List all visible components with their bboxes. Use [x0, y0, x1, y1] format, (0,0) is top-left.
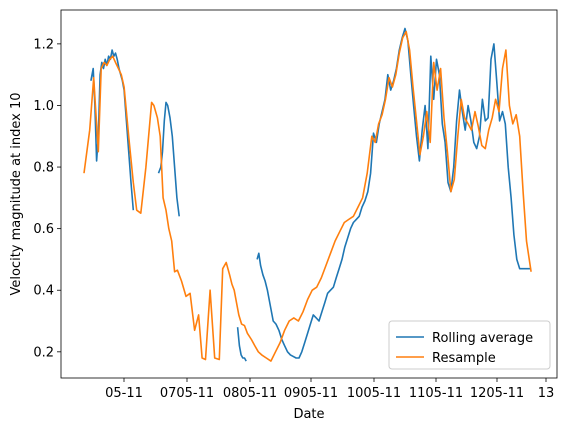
y-axis-ticks: 0.2 0.4 0.6 0.8 1.0 1.2	[33, 37, 61, 360]
plot-frame	[60, 9, 558, 379]
y-tick-label: 0.8	[33, 161, 54, 176]
x-tick-label: 1205-11	[470, 386, 524, 401]
x-tick-label: 0705-11	[160, 386, 214, 401]
y-tick-label: 0.4	[33, 284, 54, 299]
x-tick-label: 13	[538, 386, 555, 401]
x-tick-label: 0805-11	[223, 386, 277, 401]
y-tick-label: 0.2	[33, 345, 54, 360]
legend-box	[388, 320, 551, 370]
series-line-resample	[83, 30, 532, 362]
y-tick-label: 1.2	[33, 37, 54, 52]
x-tick-label: 05-11	[105, 386, 143, 401]
series-line-rolling-average	[236, 327, 247, 362]
y-tick-label: 1.0	[33, 99, 54, 114]
plot-lines	[83, 27, 532, 362]
legend-label-resample: Resample	[432, 351, 496, 366]
y-tick-label: 0.6	[33, 222, 54, 237]
x-tick-label: 1105-11	[409, 386, 463, 401]
legend-label-rolling-average: Rolling average	[432, 331, 533, 346]
legend: Rolling average Resample	[388, 320, 551, 370]
x-axis-label: Date	[293, 407, 324, 422]
y-axis-label: Velocity magnitude at index 10	[9, 92, 24, 295]
x-axis-ticks: 05-11 0705-11 0805-11 0905-11 1005-11 1105-11…	[105, 378, 554, 401]
x-tick-label: 0905-11	[284, 386, 338, 401]
x-tick-label: 1005-11	[347, 386, 401, 401]
